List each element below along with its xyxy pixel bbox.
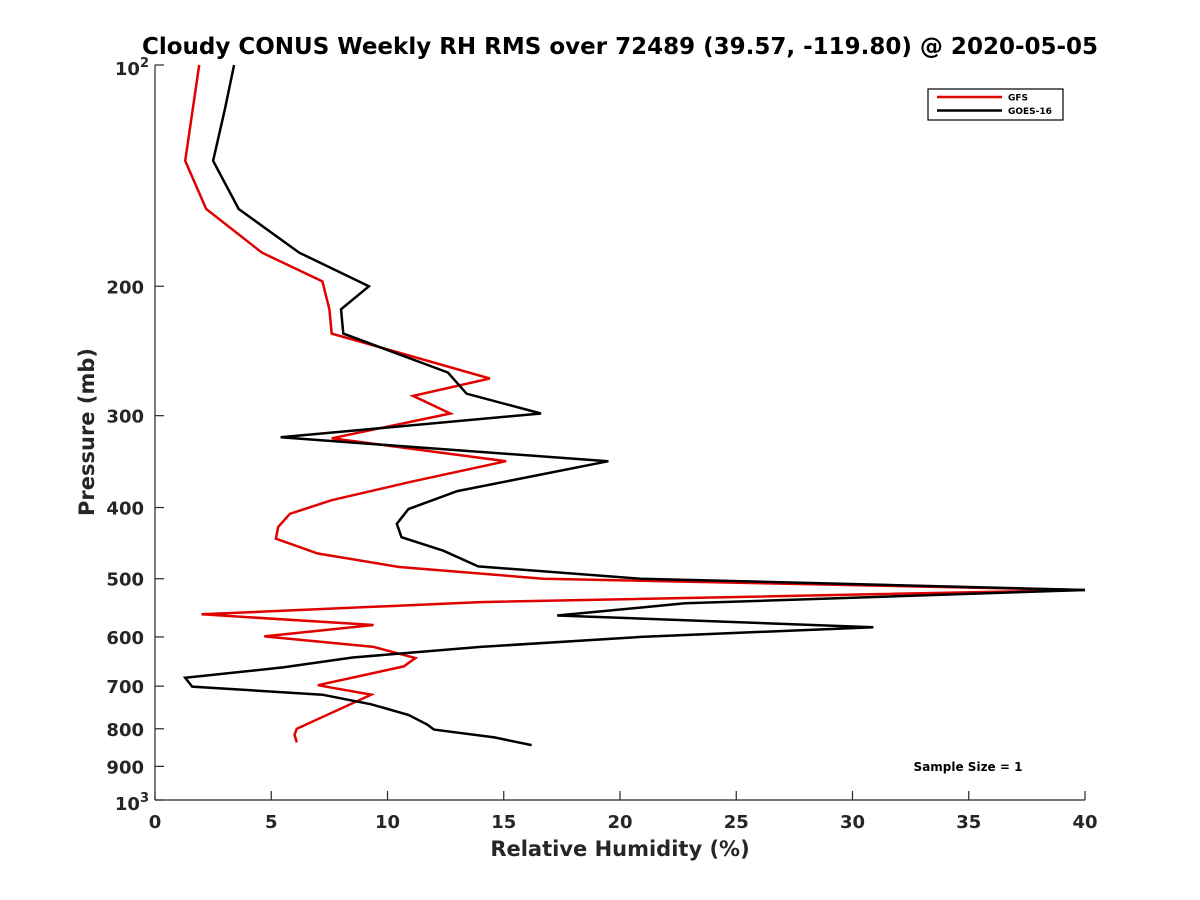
series-layer xyxy=(182,64,1086,747)
x-tick-label: 5 xyxy=(265,812,278,833)
y-tick-label: 900 xyxy=(106,757,144,778)
legend: GFS GOES-16 xyxy=(927,88,1064,121)
y-tick-label: 700 xyxy=(106,677,144,698)
series-line-goes16 xyxy=(182,64,1086,747)
y-tick-label: 600 xyxy=(106,628,144,649)
x-tick-label: 0 xyxy=(149,812,162,833)
x-axis-label: Relative Humidity (%) xyxy=(490,837,749,861)
y-tick-label: 800 xyxy=(106,720,144,741)
legend-label-goes16: GOES-16 xyxy=(1008,107,1052,117)
y-tick-label: 300 xyxy=(106,407,144,428)
plot-area xyxy=(155,65,1085,800)
chart-title: Cloudy CONUS Weekly RH RMS over 72489 (3… xyxy=(142,34,1098,60)
y-tick-label: 400 xyxy=(106,499,144,520)
y-ticks: 102 200 300 400 500 600 700 800 900 103 xyxy=(106,56,164,815)
legend-label-gfs: GFS xyxy=(1008,94,1028,104)
legend-box xyxy=(927,88,1064,121)
y-axis-label: Pressure (mb) xyxy=(75,348,99,516)
x-tick-label: 25 xyxy=(724,812,749,833)
x-tick-label: 30 xyxy=(840,812,865,833)
y-tick-label: 200 xyxy=(106,277,144,298)
y-tick-label: 500 xyxy=(106,570,144,591)
x-tick-label: 40 xyxy=(1072,812,1097,833)
y-tick-label: 102 xyxy=(115,56,149,80)
x-tick-label: 20 xyxy=(607,812,632,833)
x-tick-label: 35 xyxy=(956,812,981,833)
y-tick-label: 103 xyxy=(115,791,149,815)
x-ticks: 0 5 10 15 20 25 30 35 40 xyxy=(149,791,1098,833)
x-tick-label: 15 xyxy=(491,812,516,833)
x-tick-label: 10 xyxy=(375,812,400,833)
sample-size-annotation: Sample Size = 1 xyxy=(914,760,1023,774)
series-line-gfs xyxy=(183,64,1086,743)
